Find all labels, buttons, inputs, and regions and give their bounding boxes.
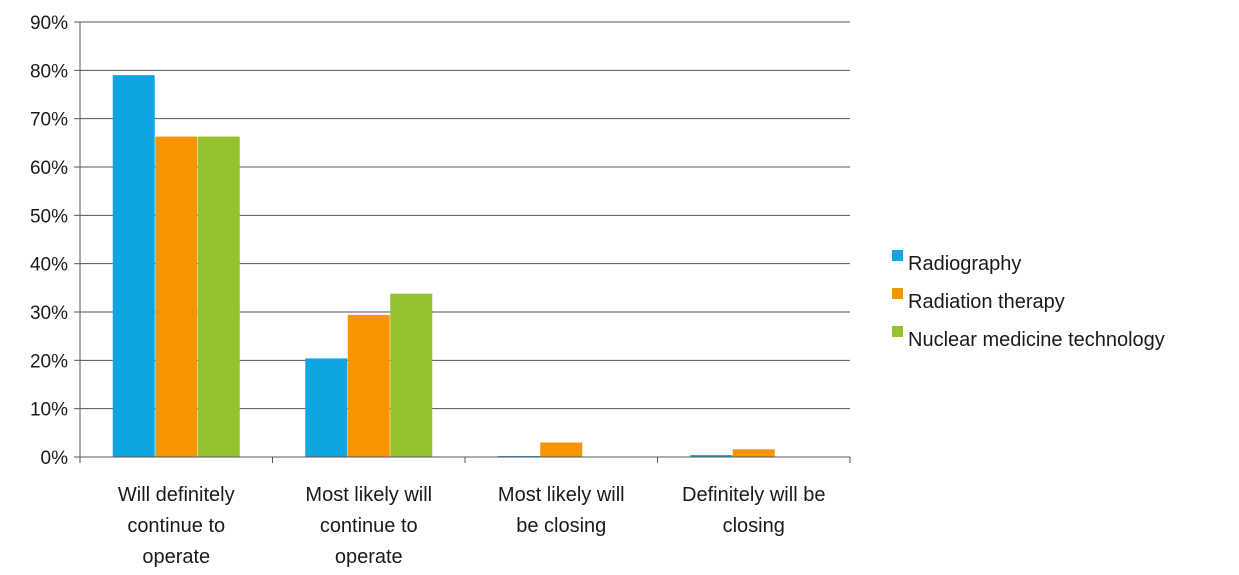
bar (540, 442, 583, 457)
legend-label: Radiography (908, 253, 1021, 275)
bar (112, 75, 155, 458)
bars (112, 75, 775, 458)
x-tick-label: operate (142, 546, 210, 568)
x-tick-label: continue to (127, 515, 225, 537)
y-tick-label: 0% (41, 448, 69, 469)
y-tick-label: 50% (30, 206, 68, 227)
bar (690, 455, 733, 457)
x-tick-label: operate (335, 546, 403, 568)
y-tick-label: 10% (30, 400, 68, 421)
y-tick-label: 60% (30, 158, 68, 179)
x-tick-label: Definitely will be (682, 484, 825, 506)
legend: Radiography Radiation therapy Nuclear medi… (892, 250, 1165, 351)
x-tick-label: Will definitely (118, 484, 235, 506)
x-tick-label: be closing (516, 515, 606, 537)
legend-swatch (892, 250, 903, 261)
bar (155, 136, 198, 458)
bar (305, 358, 348, 457)
y-tick-label: 70% (30, 110, 68, 131)
x-tick-label: continue to (320, 515, 418, 537)
axes (79, 22, 851, 463)
y-tick-label: 80% (30, 61, 68, 82)
legend-swatch (892, 326, 903, 337)
y-tick-label: 40% (30, 255, 68, 276)
y-tick-label: 30% (30, 303, 68, 324)
bar (347, 314, 390, 457)
legend-swatch (892, 288, 903, 299)
x-tick-label: closing (723, 515, 785, 537)
y-axis-labels: 0% 10% 20% 30% 40% 50% 60% 70% 80% 90% (30, 13, 68, 469)
y-tick-label: 90% (30, 13, 68, 34)
legend-label: Radiation therapy (908, 291, 1065, 313)
x-tick-label: Most likely will (305, 484, 432, 506)
x-axis-labels: Will definitely continue to operate Most li… (118, 484, 826, 568)
y-tick-label: 20% (30, 351, 68, 372)
bar (390, 293, 433, 457)
x-tick-label: Most likely will (498, 484, 625, 506)
bar (732, 449, 775, 457)
bar (197, 136, 240, 458)
legend-label: Nuclear medicine technology (908, 329, 1165, 351)
